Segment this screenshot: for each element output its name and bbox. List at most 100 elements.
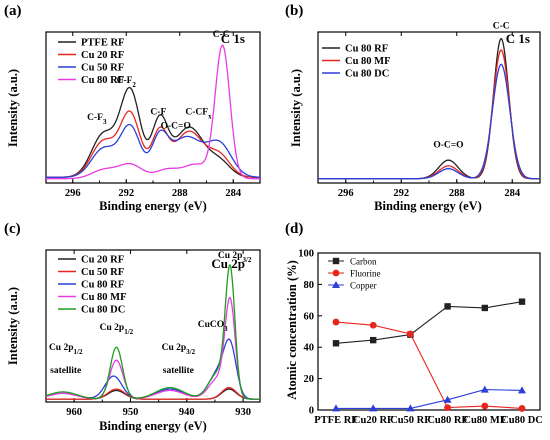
series-line-ptfe-rf xyxy=(46,86,260,178)
legend-label: Cu 80 RF xyxy=(81,280,124,291)
legend-label: Cu 80 RF xyxy=(81,75,124,86)
x-tick-label: PTFE RF xyxy=(314,415,357,426)
peak-annotation-sub: x xyxy=(208,112,212,120)
peak-annotation-sub: 1/2 xyxy=(124,328,133,336)
x-tick-label: 284 xyxy=(225,188,242,199)
peak-annotation-sub: 3/2 xyxy=(242,256,251,264)
legend-label: Cu 80 MF xyxy=(345,56,391,67)
series-line-copper xyxy=(336,389,523,409)
y-axis-title: Intensity (a.u.) xyxy=(6,287,20,365)
legend-label: Cu 20 RF xyxy=(81,255,124,266)
peak-annotation-main: satellite xyxy=(50,366,81,376)
y-tick-label: 40 xyxy=(304,343,315,354)
data-point-square xyxy=(332,257,340,265)
corner-label: C 1s xyxy=(221,31,245,46)
peak-annotation: satellite xyxy=(50,366,81,376)
panel-label: (d) xyxy=(285,221,303,237)
data-point-square xyxy=(518,298,526,305)
peak-annotation: C-C xyxy=(213,30,230,40)
legend-label: Cu 20 RF xyxy=(81,50,124,61)
y-axis-title: Atomic concentration (%) xyxy=(285,260,299,400)
y-axis-title: Intensity (a.u.) xyxy=(289,69,303,147)
x-tick-label: 288 xyxy=(449,188,465,199)
series-line-cu-20-rf xyxy=(46,110,260,178)
data-point-triangle xyxy=(369,404,378,412)
peak-annotation: Cu 2p3/2 xyxy=(218,251,252,264)
data-point-circle xyxy=(481,402,489,410)
peak-annotation: satellite xyxy=(163,366,194,376)
legend-label: Cu 50 RF xyxy=(81,63,124,74)
peak-annotation-main: satellite xyxy=(163,366,194,376)
series-line-cu-80-rf xyxy=(46,44,260,180)
data-point-square xyxy=(481,304,488,312)
x-tick-label: 296 xyxy=(65,188,81,199)
panel-label: (b) xyxy=(285,3,303,19)
data-point-triangle xyxy=(332,281,340,288)
peak-annotation-main: Cu 2p xyxy=(49,343,74,353)
peak-annotation-main: C-F xyxy=(87,113,103,123)
peak-annotation: C-F2 xyxy=(117,76,137,89)
x-tick-label: 292 xyxy=(118,188,134,199)
peak-annotation: O-C=O xyxy=(433,140,463,150)
legend-label: Cu 50 RF xyxy=(81,267,124,278)
peak-annotation-sub: 3 xyxy=(224,325,228,333)
peak-annotation-sub: 3/2 xyxy=(186,348,195,356)
x-tick-label: 288 xyxy=(172,188,188,199)
series-line-fluorine xyxy=(335,321,523,409)
y-tick-label: 60 xyxy=(304,311,315,322)
panel-label: (c) xyxy=(4,221,21,237)
peak-annotation-main: C-CF xyxy=(185,107,208,117)
x-axis-title: Binding energy (eV) xyxy=(374,199,482,213)
data-point-triangle xyxy=(518,386,526,394)
x-tick-label: Cu80 MF xyxy=(463,415,506,426)
data-point-square xyxy=(370,336,377,344)
peak-annotation-main: Cu 2p xyxy=(162,343,187,353)
peak-annotation-sub: 3 xyxy=(103,118,107,126)
peak-annotation-main: Cu 2p xyxy=(100,323,125,333)
plot-frame xyxy=(317,31,541,184)
panel-c: 960 950 940 930 Binding energy (eV) Intensity… xyxy=(4,221,261,433)
data-point-circle xyxy=(407,330,414,338)
y-tick-label: 20 xyxy=(304,374,315,385)
peak-annotation-sub: 2 xyxy=(132,81,136,89)
x-tick-label: 940 xyxy=(179,407,195,418)
peak-annotation: Cu 2p1/2 xyxy=(49,343,83,356)
x-tick-label: Cu20 RF xyxy=(353,415,394,426)
data-point-circle xyxy=(518,405,526,412)
legend-label: Cu 80 RF xyxy=(345,44,388,55)
x-tick-label: Cu80 RF xyxy=(427,415,468,426)
peak-annotation: C-C xyxy=(493,22,510,32)
panel-label: (a) xyxy=(4,3,22,19)
legend-label: Fluorine xyxy=(350,269,381,279)
legend-label: PTFE RF xyxy=(81,38,124,49)
data-point-triangle xyxy=(332,404,340,412)
series-line-cu-80-dc xyxy=(318,63,540,180)
x-axis-title: Binding energy (eV) xyxy=(99,199,207,213)
peak-annotation-main: O-C=O xyxy=(433,140,463,150)
data-point-triangle xyxy=(443,395,452,403)
series-line-cu-50-rf xyxy=(46,386,260,400)
y-axis-title: Intensity (a.u.) xyxy=(6,69,20,147)
x-tick-label: Cu50 RF xyxy=(390,415,431,426)
x-tick-label: 292 xyxy=(393,188,409,199)
peak-annotation-main: C-C xyxy=(493,22,510,32)
series-line-carbon xyxy=(335,301,523,344)
peak-annotation-sub: 1/2 xyxy=(74,348,83,356)
peak-annotation: C-F xyxy=(150,107,166,117)
data-point-circle xyxy=(444,404,451,412)
peak-annotation-main: C-C xyxy=(213,30,230,40)
corner-label: C 1s xyxy=(506,31,530,46)
corner-label: Cu 2p xyxy=(211,256,245,271)
peak-annotation-main: C-F xyxy=(150,107,166,117)
x-tick-label: 930 xyxy=(235,407,251,418)
series-line-cu-50-rf xyxy=(46,123,261,178)
legend-label: Cu 80 DC xyxy=(345,69,389,80)
plot-frame xyxy=(45,249,261,403)
legend-label: Cu 80 DC xyxy=(81,305,125,316)
data-point-square xyxy=(332,340,340,347)
peak-annotation-main: CuCO xyxy=(198,320,224,330)
x-tick-label: Cu80 DC xyxy=(501,415,543,426)
legend-label: Cu 80 MF xyxy=(81,292,127,303)
